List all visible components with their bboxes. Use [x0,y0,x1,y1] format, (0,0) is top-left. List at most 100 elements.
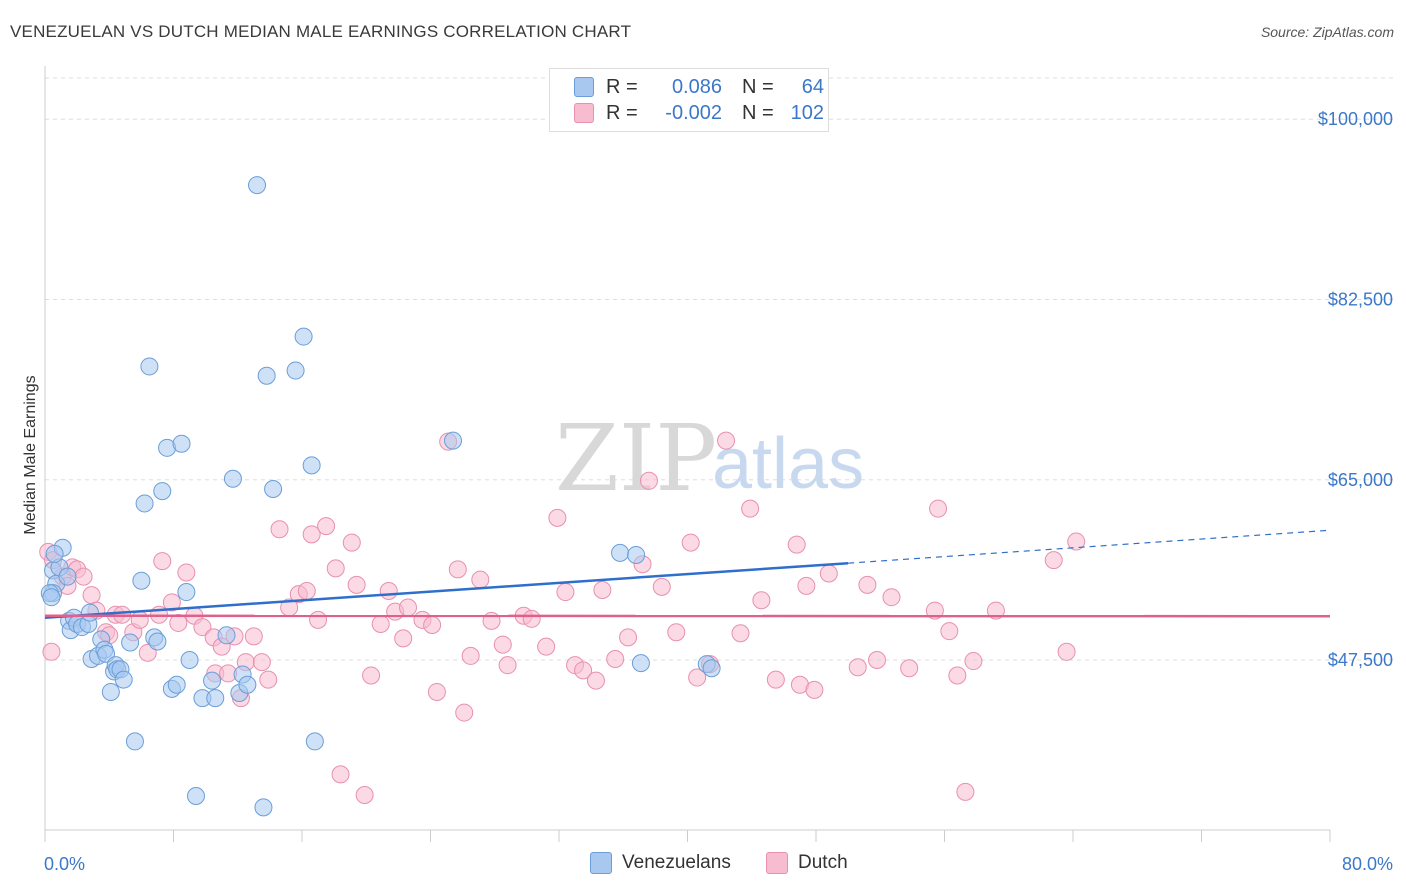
venezuelan-point [186,787,205,806]
venezuelan-point [101,682,120,701]
watermark-zip: ZIP [555,405,717,512]
dutch-point [42,642,61,661]
dutch-point [252,653,271,672]
dutch-point [74,567,93,586]
y-tick-label: $47,500 [1328,650,1393,670]
venezuelan-point [153,482,172,501]
dutch-point [868,651,887,670]
dutch-point [362,666,381,685]
dutch-trend-line [44,614,1331,618]
dutch-point [688,668,707,687]
dutch-point [371,614,390,633]
venezuelan-point [140,357,159,376]
correlation-legend: R = 0.086 N = 64 R = -0.002 N = 102 [549,68,829,132]
chart-source: Source: ZipAtlas.com [1260,24,1394,40]
x-tick-left: 0.0% [44,854,85,874]
y-axis-label: Median Male Earnings [22,375,39,534]
dutch-point [448,560,467,579]
venezuelan-point [121,633,140,652]
venezuelan-point [443,431,462,450]
axes [44,66,1331,842]
dutch-points [39,431,1086,804]
dutch-point [606,649,625,668]
dutch-point [858,575,877,594]
dutch-point [394,629,413,648]
dutch-point [177,563,196,582]
dutch-point [731,624,750,643]
dutch-point [355,785,374,804]
venezuelan-point [286,361,305,380]
dutch-point [244,627,263,646]
legend-r-label: R = [606,101,638,124]
y-tick-label: $65,000 [1328,470,1393,490]
venezuelan-point [223,469,242,488]
dutch-point [302,525,321,544]
dutch-point [317,517,336,536]
dutch-point [297,582,316,601]
legend-item-venezuelans: Venezuelans [590,852,731,874]
chart-title: VENEZUELAN VS DUTCH MEDIAN MALE EARNINGS… [10,22,632,41]
dutch-point [548,508,567,527]
venezuelan-point [264,480,283,499]
dutch-point [593,580,612,599]
dutch-point [900,659,919,678]
dutch-point [471,570,490,589]
dutch-point [455,703,474,722]
legend-n-value: 64 [801,75,824,98]
dutch-point [461,646,480,665]
dutch-point [752,591,771,610]
legend-n-value: 102 [790,101,824,124]
dutch-point [379,582,398,601]
legend-row-venezuelans: R = 0.086 N = 64 [574,74,824,100]
legend-n-label: N = [742,75,774,98]
legend-r-value: -0.002 [665,101,722,124]
dutch-point [82,586,101,605]
dutch-point [1067,532,1086,551]
watermark-atlas: atlas [712,424,864,504]
dutch-point [556,583,575,602]
dutch-point [586,671,605,690]
dutch-point [342,533,361,552]
dutch-point [940,622,959,641]
venezuelan-point [302,456,321,475]
legend-item-dutch: Dutch [766,852,848,874]
dutch-point [309,610,328,629]
dutch-point [493,635,512,654]
venezuelan-point [206,689,225,708]
legend-swatch-dutch [574,103,594,123]
dutch-point [639,471,658,490]
venezuelan-point [238,675,257,694]
venezuelan-point [180,651,199,670]
trend-lines [44,529,1331,620]
dutch-point [805,680,824,699]
dutch-point [423,616,442,635]
legend-swatch-venezuelans [574,77,594,97]
venezuelan-point [254,798,273,817]
y-tick-labels: $100,000 $82,500 $65,000 $47,500 [1318,109,1393,670]
dutch-point [667,623,686,642]
dutch-point [741,499,760,518]
dutch-point [130,610,149,629]
venezuelan-point [248,176,267,195]
dutch-point [787,535,806,554]
dutch-point [326,559,345,578]
venezuelan-point [135,494,154,513]
dutch-point [766,670,785,689]
venezuelan-point [611,543,630,562]
dutch-point [498,656,517,675]
dutch-point [347,575,366,594]
legend-n-label: N = [742,101,774,124]
dutch-point [162,593,181,612]
dutch-point [153,552,172,571]
venezuelan-point [257,366,276,385]
y-tick-label: $82,500 [1328,289,1393,309]
dutch-point [948,666,967,685]
legend-swatch-dutch [766,852,788,874]
dutch-point [1057,642,1076,661]
dutch-point [882,588,901,607]
venezuelan-point [177,583,196,602]
dutch-point [819,564,838,583]
dutch-point [574,661,593,680]
venezuelan-point [80,603,99,622]
venezuelan-point [125,732,144,751]
